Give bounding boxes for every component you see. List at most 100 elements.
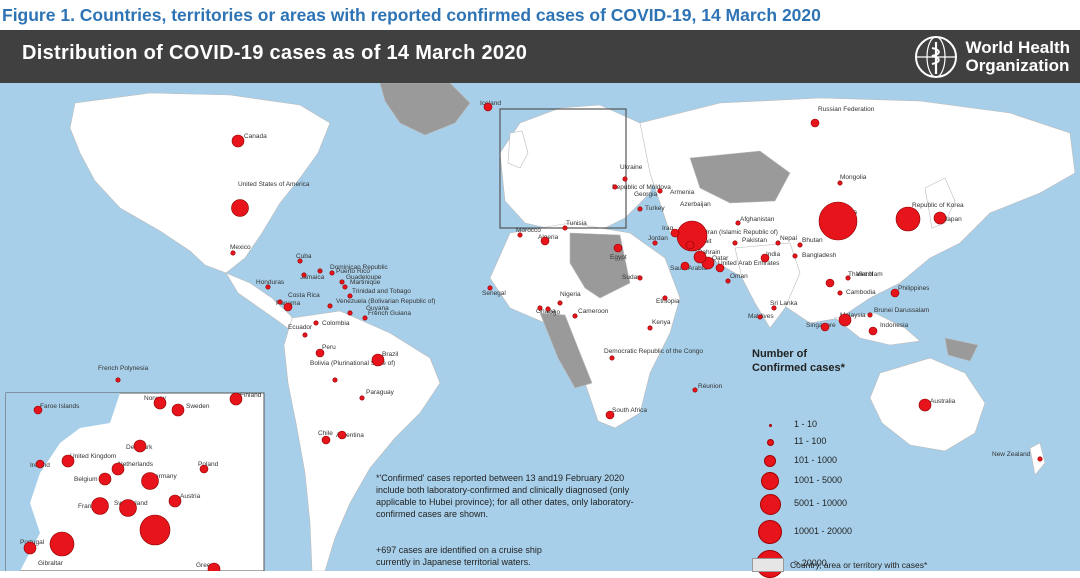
map-label-bhutan: Bhutan xyxy=(802,237,823,244)
map-label-uae: United Arab Emirates xyxy=(718,260,780,267)
map-label-canada: Canada xyxy=(244,133,267,140)
case-bubble-ghana xyxy=(537,305,543,311)
map-label-guadeloupe: Guadeloupe xyxy=(346,274,382,281)
map-label-austria: Austria xyxy=(180,493,201,500)
case-bubble-belgium xyxy=(98,472,112,486)
legend-circle xyxy=(758,520,782,544)
legend-label: 10001 - 20000 xyxy=(794,526,853,536)
map-label-usa: United States of America xyxy=(238,181,310,188)
land-se-asia-islands xyxy=(834,312,921,346)
legend-circle xyxy=(768,423,772,427)
map-label-cameroon: Cameroon xyxy=(578,308,609,315)
map-label-nepal: Nepal xyxy=(780,235,798,242)
legend-label: 11 - 100 xyxy=(794,436,827,446)
map-label-nigeria: Nigeria xyxy=(560,291,581,298)
world-map-svg: Canada United States of America Mexico Cuba… xyxy=(0,83,1080,571)
case-bubble-indonesia xyxy=(868,326,878,336)
case-bubble-netherlands xyxy=(111,462,125,476)
confirmed-cases-note: *'Confirmed' cases reported between 13 a… xyxy=(376,473,634,519)
case-bubble-ireland xyxy=(35,459,45,469)
case-bubble-malaysia xyxy=(838,313,852,327)
map-label-vietnam: Viet Nam xyxy=(856,271,883,278)
case-bubble-russia xyxy=(810,118,820,128)
case-bubble-chile xyxy=(321,435,331,445)
case-bubble-united-kingdom xyxy=(61,454,75,468)
map-label-greece: Greece xyxy=(196,562,218,569)
bottom-legend-label: Country, area or territory with cases* xyxy=(790,560,928,570)
case-bubble-japan xyxy=(933,211,947,225)
map-label-mongolia: Mongolia xyxy=(840,174,867,181)
land-africa-nocases xyxy=(539,232,631,389)
legend-label: > 20000 xyxy=(794,558,827,568)
case-bubble-australia xyxy=(918,398,932,412)
world-map: Canada United States of America Mexico Cuba… xyxy=(0,83,1080,571)
case-bubble-ukraine xyxy=(622,176,628,182)
map-label-ghana: Ghana xyxy=(536,308,556,315)
land-south-america xyxy=(283,310,441,571)
map-label-morocco: Morocco xyxy=(516,227,541,234)
legend-circle xyxy=(764,455,776,467)
case-bubble-iceland xyxy=(483,102,493,112)
map-label-georgia: Georgia xyxy=(634,191,658,198)
map-label-afghanistan: Afghanistan xyxy=(740,216,775,223)
case-bubble-sudan xyxy=(637,275,643,281)
map-label-qatar: Qatar xyxy=(712,255,729,262)
map-label-new-zealand: New Zealand xyxy=(992,451,1031,458)
case-bubble-new-zealand xyxy=(1037,456,1043,462)
map-label-egypt: Egypt xyxy=(610,254,627,261)
map-label-azerbaijan: Azerbaijan xyxy=(680,201,711,208)
case-bubble-algeria xyxy=(540,236,550,246)
legend-circle xyxy=(766,438,774,446)
legend-label: 101 - 1000 xyxy=(794,455,838,465)
case-bubble-maldives xyxy=(757,314,763,320)
map-label-drc: Democratic Republic of the Congo xyxy=(604,348,703,355)
case-bubble-moldova xyxy=(612,184,618,190)
case-bubble-trinidad xyxy=(347,293,353,299)
map-label-french-guiana: French Guiana xyxy=(368,310,411,317)
legend: Number of Confirmed cases* 1 - 10 11 - 10… xyxy=(752,347,880,578)
map-label-iceland: Iceland xyxy=(480,100,501,107)
case-bubble-drc xyxy=(609,355,615,361)
map-label-oman: Oman xyxy=(730,273,748,280)
case-bubble-thailand xyxy=(825,278,835,288)
case-bubble-bhutan xyxy=(797,242,803,248)
case-bubble-reunion xyxy=(692,387,698,393)
cruise-ship-note: +697 cases are identified on a cruise sh… xyxy=(376,545,542,567)
case-bubble-nepal xyxy=(775,240,781,246)
map-label-ukraine: Ukraine xyxy=(620,164,643,171)
case-bubble-sweden xyxy=(171,403,185,417)
map-label-south-africa: South Africa xyxy=(612,407,647,414)
map-label-korea: Republic of Korea xyxy=(912,202,964,209)
land-europe xyxy=(499,104,661,234)
map-label-peru: Peru xyxy=(322,344,336,351)
case-bubble-afghanistan xyxy=(735,220,741,226)
legend-title-line2: Confirmed cases* xyxy=(752,362,845,374)
legend-circle xyxy=(761,472,779,490)
map-label-saudi-arabia: Saudi Arabia xyxy=(670,265,707,272)
case-bubble-faroe xyxy=(33,405,43,415)
land-uk xyxy=(507,130,529,169)
case-bubble-poland xyxy=(199,464,209,474)
case-bubble-cambodia xyxy=(837,290,843,296)
map-label-cambodia: Cambodia xyxy=(846,289,876,296)
map-label-jordan: Jordan xyxy=(648,235,668,242)
case-bubble-french-polynesia xyxy=(115,377,121,383)
case-bubble-spain xyxy=(49,531,75,557)
land-japan xyxy=(924,177,956,229)
case-bubble-kuwait xyxy=(685,240,695,250)
case-bubble-korea xyxy=(895,206,921,232)
inset-sea xyxy=(6,393,120,571)
case-bubble-india xyxy=(760,253,770,263)
map-label-bolivia: Bolivia (Plurinational State of) xyxy=(310,360,395,367)
land-new-guinea-nocases xyxy=(944,337,979,362)
case-bubble-brazil xyxy=(371,353,385,367)
who-emblem-icon xyxy=(915,36,958,78)
case-bubble-saudi-arabia xyxy=(680,261,690,271)
legend-label: 1 - 10 xyxy=(794,419,818,429)
legend-label: 5001 - 10000 xyxy=(794,498,848,508)
case-bubble-pakistan xyxy=(732,240,738,246)
case-bubble-colombia xyxy=(313,320,319,326)
map-label-sri-lanka: Sri Lanka xyxy=(770,300,798,307)
map-label-chile: Chile xyxy=(318,430,333,437)
case-bubble-guyana xyxy=(347,310,353,316)
